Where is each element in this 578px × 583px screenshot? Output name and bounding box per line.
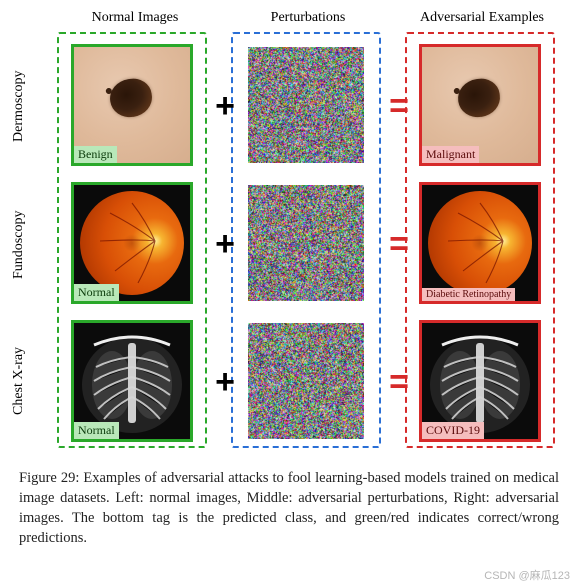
cell-fundo-normal: Normal [71,182,193,304]
cell-dermo-normal: Benign [71,44,193,166]
col-header-normal: Normal Images [75,10,195,26]
tag-malignant: Malignant [422,146,479,163]
cell-xray-perturb [248,323,364,439]
row-label-fundoscopy: Fundoscopy [11,192,27,297]
equals-icon: = [385,368,413,396]
noise-icon [248,185,364,301]
plus-icon: + [211,230,239,258]
tag-diabetic: Diabetic Retinopathy [422,288,515,301]
figure-panel: Normal Images Perturbations Adversarial … [9,6,569,454]
row-label-dermoscopy: Dermoscopy [11,54,27,159]
equals-icon: = [385,230,413,258]
noise-icon [248,323,364,439]
tag-normal: Normal [74,422,119,439]
tag-benign: Benign [74,146,117,163]
row-label-xray: Chest X-ray [11,328,27,433]
cell-fundo-perturb [248,185,364,301]
col-header-adv: Adversarial Examples [407,10,557,26]
cell-fundo-adv: Diabetic Retinopathy [419,182,541,304]
equals-icon: = [385,92,413,120]
tag-covid: COVID-19 [422,422,484,439]
watermark: CSDN @麻瓜123 [484,567,570,583]
noise-icon [248,47,364,163]
tag-normal: Normal [74,284,119,301]
plus-icon: + [211,92,239,120]
cell-dermo-adv: Malignant [419,44,541,166]
col-header-perturb: Perturbations [253,10,363,26]
figure-caption: Figure 29: Examples of adversarial attac… [19,468,559,548]
cell-xray-normal: Normal [71,320,193,442]
cell-xray-adv: COVID-19 [419,320,541,442]
cell-dermo-perturb [248,47,364,163]
plus-icon: + [211,368,239,396]
